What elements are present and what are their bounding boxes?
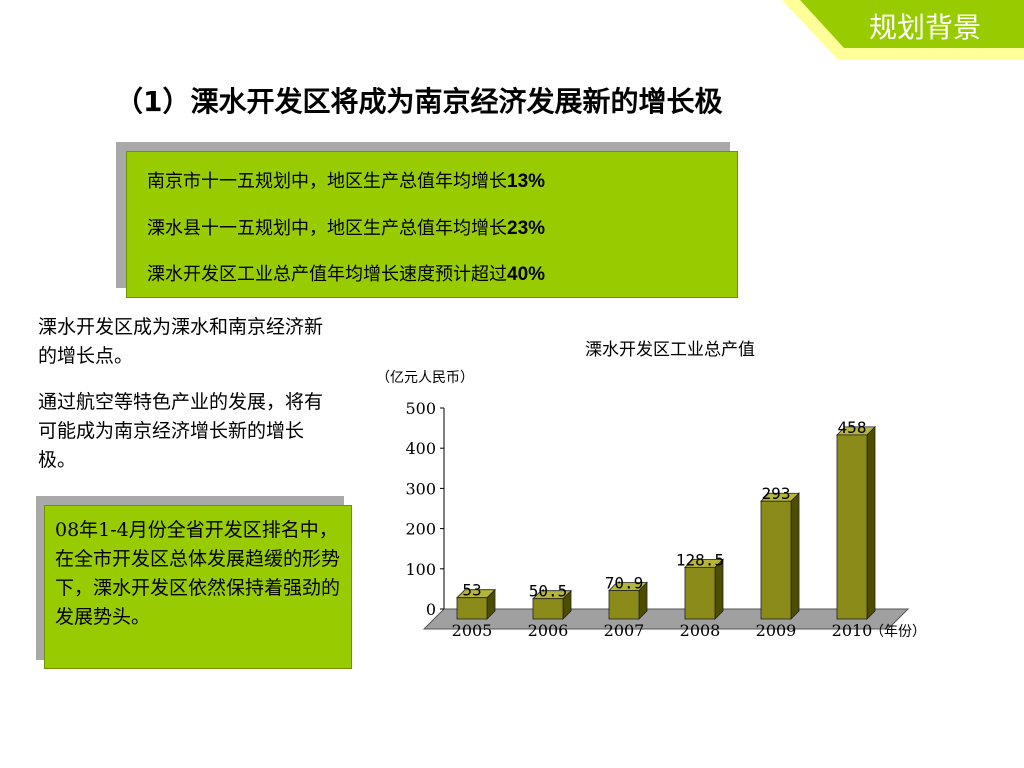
x-tick-label: 2009 [756, 621, 797, 640]
bar-value-label: 458 [838, 418, 867, 437]
goal-line-development-zone: 溧水开发区工业总产值年均增长速度预计超过40% [147, 260, 545, 286]
y-tick-label: 400 [405, 439, 436, 458]
x-tick-label: 2010 [832, 621, 873, 640]
bar-value-label: 70.9 [605, 573, 644, 592]
bar [456, 597, 488, 620]
goal-text: 溧水开发区工业总产值年均增长速度预计超过 [147, 264, 507, 285]
goal-text: 南京市十一五规划中，地区生产总值年均增长 [147, 171, 507, 192]
output-value-chart: 溧水开发区工业总产值 （亿元人民币） 0 100 200 300 400 500 53 50… [376, 340, 926, 640]
bar [760, 500, 792, 620]
goal-value: 23% [507, 218, 546, 239]
x-tick-label: 2007 [604, 621, 645, 640]
goal-value: 40% [507, 264, 546, 285]
bar [684, 566, 716, 620]
y-axis-unit: （亿元人民币） [376, 370, 474, 386]
corner-tab [782, 0, 1024, 60]
bar-value-label: 53 [462, 581, 481, 600]
x-tick-label: 2008 [680, 621, 721, 640]
growth-point-paragraph: 溧水开发区成为溧水和南京经济新的增长点。 [38, 316, 324, 367]
y-tick-label: 100 [405, 560, 436, 579]
x-tick-label: 2005 [452, 621, 493, 640]
bar-side [866, 425, 876, 620]
aviation-paragraph: 通过航空等特色产业的发展，将有可能成为南京经济增长新的增长极。 [38, 391, 324, 471]
x-axis-unit: （年份） [870, 624, 926, 640]
goal-line-nanjing: 南京市十一五规划中，地区生产总值年均增长13% [147, 167, 545, 193]
y-tick-label: 300 [405, 479, 436, 498]
goals-panel: 南京市十一五规划中，地区生产总值年均增长13% 溧水县十一五规划中，地区生产总值… [126, 151, 738, 298]
y-tick-label: 500 [405, 399, 436, 418]
bar-value-label: 50.5 [529, 582, 568, 601]
status-note: 08年1-4月份全省开发区排名中，在全市开发区总体发展趋缓的形势下，溧水开发区依… [55, 519, 341, 628]
bar [532, 598, 564, 620]
bar-value-label: 128.5 [676, 550, 724, 569]
page-title: （1）溧水开发区将成为南京经济发展新的增长极 [115, 85, 723, 118]
y-tick-label: 200 [405, 520, 436, 539]
bar-value-label: 293 [762, 484, 791, 503]
goal-text: 溧水县十一五规划中，地区生产总值年均增长 [147, 218, 507, 239]
goal-value: 13% [507, 171, 546, 192]
status-panel: 08年1-4月份全省开发区排名中，在全市开发区总体发展趋缓的形势下，溧水开发区依… [44, 505, 352, 669]
bar [608, 590, 640, 620]
bar-side [790, 492, 800, 620]
bar [836, 434, 868, 620]
chart-title: 溧水开发区工业总产值 [585, 340, 755, 360]
goal-line-lishui-county: 溧水县十一五规划中，地区生产总值年均增长23% [147, 214, 545, 240]
x-tick-label: 2006 [528, 621, 569, 640]
section-label: 规划背景 [868, 11, 981, 44]
corner-fill [800, 0, 1024, 48]
y-tick-label: 0 [426, 600, 436, 619]
